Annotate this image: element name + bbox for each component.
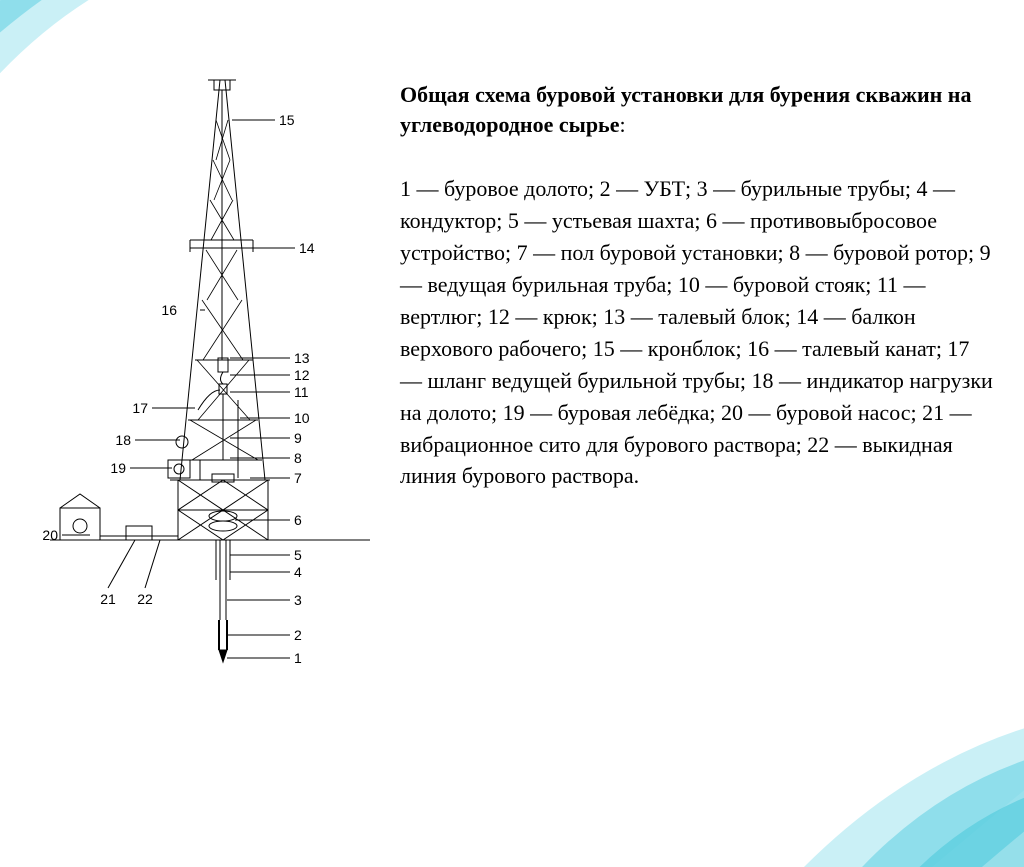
callout-label-2: 2	[294, 627, 302, 643]
slide: 15141613121110179188197654202122321 Обща…	[0, 0, 1024, 767]
callout-label-18: 18	[115, 432, 131, 448]
callout-label-15: 15	[279, 112, 295, 128]
callout-label-13: 13	[294, 350, 310, 366]
callout-label-14: 14	[299, 240, 315, 256]
callout-label-22: 22	[137, 591, 153, 607]
callout-label-20: 20	[42, 527, 58, 543]
callout-label-9: 9	[294, 430, 302, 446]
drilling-rig-diagram: 15141613121110179188197654202122321	[30, 60, 390, 700]
callout-label-11: 11	[294, 384, 309, 400]
callout-label-4: 4	[294, 564, 302, 580]
callout-label-5: 5	[294, 547, 302, 563]
legend-text: 1 — буровое долото; 2 — УБТ; 3 — бурильн…	[400, 173, 994, 492]
title-tail: :	[619, 112, 625, 137]
callout-label-10: 10	[294, 410, 310, 426]
callout-label-7: 7	[294, 470, 302, 486]
title-bold: Общая схема буровой установки для бурени…	[400, 82, 971, 137]
callout-label-16: 16	[161, 302, 177, 318]
callout-label-17: 17	[132, 400, 148, 416]
callout-label-1: 1	[294, 650, 302, 666]
diagram-column: 15141613121110179188197654202122321	[30, 60, 390, 737]
callout-label-6: 6	[294, 512, 302, 528]
callout-label-19: 19	[110, 460, 126, 476]
slide-title: Общая схема буровой установки для бурени…	[400, 80, 994, 139]
callout-label-12: 12	[294, 367, 310, 383]
callout-label-3: 3	[294, 592, 302, 608]
callout-label-21: 21	[100, 591, 116, 607]
text-column: Общая схема буровой установки для бурени…	[390, 60, 994, 737]
callout-label-8: 8	[294, 450, 302, 466]
